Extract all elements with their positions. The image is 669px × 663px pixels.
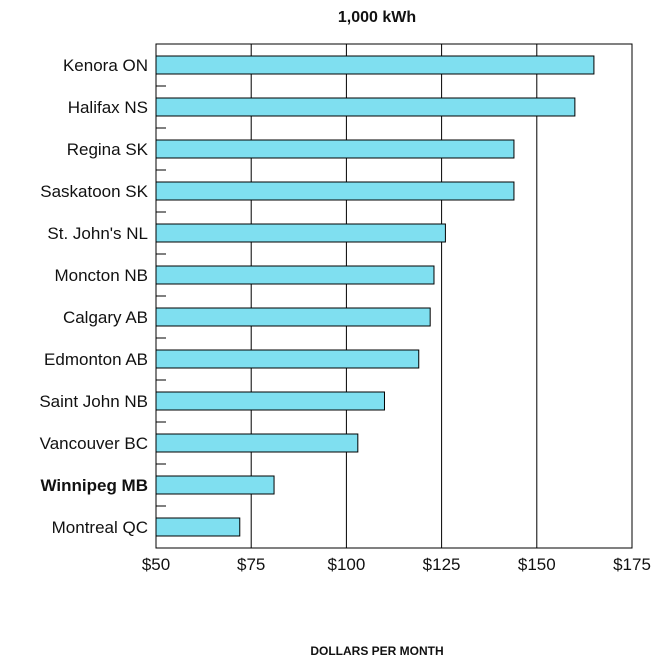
x-tick-label-1: $75 — [237, 555, 265, 574]
x-axis-label: DOLLARS PER MONTH — [310, 644, 443, 658]
bar-10 — [155, 475, 275, 495]
category-label-6: Calgary AB — [63, 308, 148, 327]
category-label-9: Vancouver BC — [40, 434, 148, 453]
category-label-10: Winnipeg MB — [41, 476, 149, 495]
bar-6 — [155, 307, 431, 327]
category-label-1: Halifax NS — [68, 98, 148, 117]
bar-11 — [155, 517, 241, 537]
bar-7 — [155, 349, 420, 369]
x-tick-label-3: $125 — [423, 555, 461, 574]
category-label-7: Edmonton AB — [44, 350, 148, 369]
x-tick-label-5: $175 — [613, 555, 651, 574]
bar-9 — [155, 433, 359, 453]
bar-1 — [155, 97, 576, 117]
category-label-8: Saint John NB — [39, 392, 148, 411]
category-labels: Kenora ON Halifax NS Regina SK Saskatoon SK… — [39, 56, 148, 537]
bar-4 — [155, 223, 446, 243]
bars — [155, 55, 595, 537]
x-tick-label-0: $50 — [142, 555, 170, 574]
category-label-3: Saskatoon SK — [40, 182, 148, 201]
x-tick-label-2: $100 — [327, 555, 365, 574]
category-label-5: Moncton NB — [54, 266, 148, 285]
category-label-4: St. John's NL — [47, 224, 148, 243]
grid-lines — [155, 44, 633, 548]
bar-5 — [155, 265, 435, 285]
bar-0 — [155, 55, 595, 75]
bar-8 — [155, 391, 385, 411]
category-label-2: Regina SK — [67, 140, 149, 159]
chart-title: 1,000 kWh — [338, 9, 416, 26]
x-tick-label-4: $150 — [518, 555, 556, 574]
category-label-0: Kenora ON — [63, 56, 148, 75]
bar-3 — [155, 181, 515, 201]
category-label-11: Montreal QC — [52, 518, 148, 537]
x-tick-labels: $50 $75 $100 $125 $150 $175 — [142, 555, 651, 574]
bar-2 — [155, 139, 515, 159]
plot-frame — [155, 43, 633, 549]
